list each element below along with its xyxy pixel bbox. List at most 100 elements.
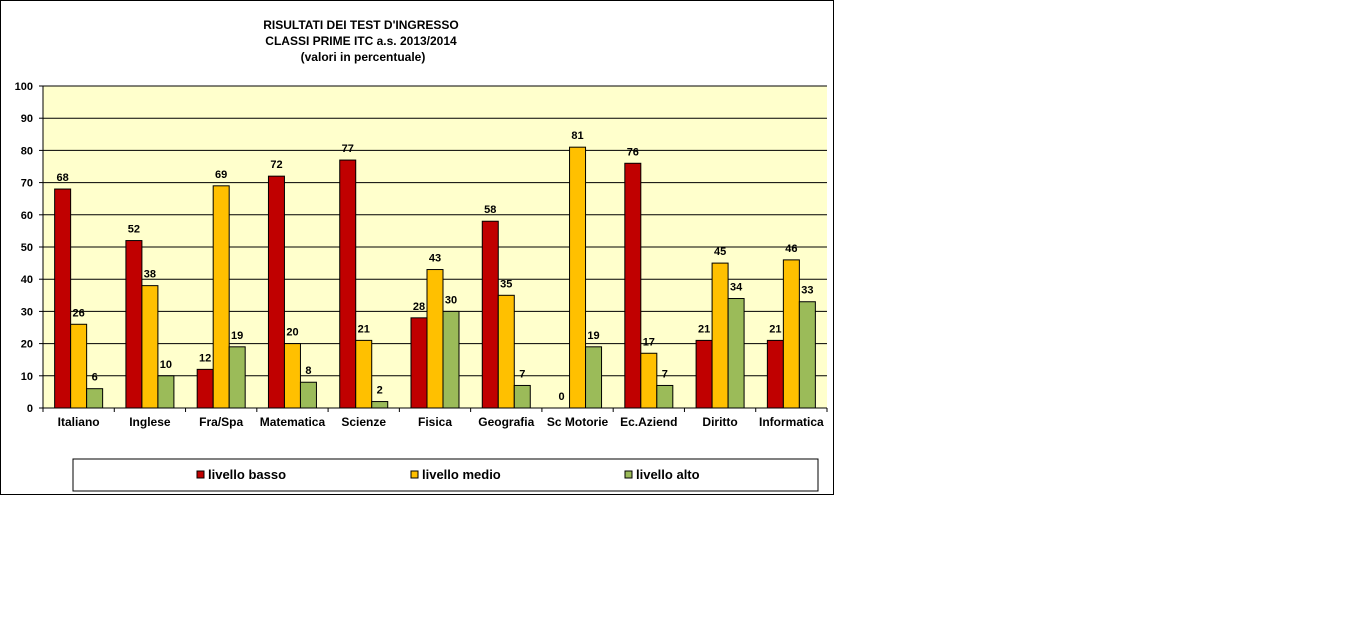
data-label: 76 xyxy=(627,146,639,158)
bar-medio xyxy=(426,269,444,409)
chart-frame: RISULTATI DEI TEST D'INGRESSO CLASSI PRI… xyxy=(0,0,834,495)
y-tick-label: 80 xyxy=(21,145,33,157)
data-label: 46 xyxy=(785,243,797,255)
data-label: 19 xyxy=(231,330,243,342)
bars xyxy=(54,146,816,409)
chart-title-line-2: CLASSI PRIME ITC a.s. 2013/2014 xyxy=(265,34,457,48)
bar-medio xyxy=(640,352,658,409)
data-label: 17 xyxy=(643,336,655,348)
x-axis-categories: Italiano Inglese Fra/Spa Matematica Scienze F… xyxy=(58,415,824,429)
chart-title-line-3: (valori in percentuale) xyxy=(301,50,426,64)
data-label: 81 xyxy=(571,130,583,142)
data-label: 35 xyxy=(500,278,512,290)
data-labels: 68 26 6 52 38 10 12 69 19 72 20 8 77 21 2 28 43 30 58 35 7 0 8… xyxy=(57,130,814,403)
data-label: 33 xyxy=(801,285,813,297)
data-label: 0 xyxy=(558,391,564,403)
bar-alto xyxy=(585,346,603,409)
bar-medio xyxy=(711,262,729,409)
bar-basso xyxy=(481,220,499,409)
legend-label: livello alto xyxy=(636,467,700,482)
x-category-label: Scienze xyxy=(341,415,386,429)
data-label: 38 xyxy=(144,269,156,281)
data-label: 12 xyxy=(199,352,211,364)
y-tick-label: 90 xyxy=(21,113,33,125)
y-tick-label: 0 xyxy=(27,403,33,415)
bar-alto xyxy=(371,401,389,409)
bar-alto xyxy=(798,301,816,409)
data-label: 26 xyxy=(73,307,85,319)
data-label: 7 xyxy=(662,368,668,380)
y-tick-label: 60 xyxy=(21,210,33,222)
bar-basso xyxy=(695,339,713,409)
x-category-label: Sc Motorie xyxy=(547,415,609,429)
y-tick-label: 20 xyxy=(21,339,33,351)
data-label: 21 xyxy=(698,323,710,335)
axes xyxy=(42,86,828,412)
bar-medio xyxy=(283,343,301,409)
legend-swatch xyxy=(410,470,419,479)
data-label: 2 xyxy=(377,385,383,397)
x-category-label: Ec.Aziend xyxy=(620,415,677,429)
chart-title-line-1: RISULTATI DEI TEST D'INGRESSO xyxy=(263,18,459,32)
data-label: 34 xyxy=(730,282,743,294)
legend-label: livello basso xyxy=(208,467,286,482)
data-label: 21 xyxy=(769,323,781,335)
bar-medio xyxy=(212,185,230,409)
data-label: 58 xyxy=(484,204,496,216)
x-category-label: Geografia xyxy=(478,415,534,429)
bar-basso xyxy=(410,317,428,409)
x-category-label: Informatica xyxy=(759,415,824,429)
data-label: 68 xyxy=(57,172,69,184)
y-tick-label: 70 xyxy=(21,178,33,190)
y-tick-label: 30 xyxy=(21,306,33,318)
y-tick-label: 10 xyxy=(21,371,33,383)
bar-alto xyxy=(228,346,246,409)
data-label: 43 xyxy=(429,253,441,265)
bar-medio xyxy=(70,323,88,409)
x-category-label: Fisica xyxy=(418,415,452,429)
data-label: 77 xyxy=(342,143,354,155)
data-label: 30 xyxy=(445,294,457,306)
data-label: 69 xyxy=(215,169,227,181)
x-category-label: Fra/Spa xyxy=(199,415,243,429)
bar-basso xyxy=(196,368,214,409)
legend: livello basso livello medio livello alto xyxy=(72,458,819,492)
data-label: 8 xyxy=(305,365,311,377)
data-label: 20 xyxy=(286,327,298,339)
data-label: 21 xyxy=(358,323,370,335)
bar-alto xyxy=(442,310,460,409)
bar-alto xyxy=(727,298,745,409)
x-category-label: Inglese xyxy=(129,415,171,429)
y-axis-ticks: 0 10 20 30 40 50 60 70 80 90 100 xyxy=(15,81,43,415)
bar-basso xyxy=(624,162,642,409)
bar-basso xyxy=(766,339,784,409)
bar-basso xyxy=(267,175,285,409)
bar-alto xyxy=(299,381,317,409)
bar-medio xyxy=(141,285,159,409)
bar-basso xyxy=(339,159,357,409)
bar-medio xyxy=(355,339,373,409)
x-category-label: Matematica xyxy=(260,415,326,429)
data-label: 52 xyxy=(128,224,140,236)
bar-alto xyxy=(656,384,674,409)
y-tick-label: 40 xyxy=(21,274,33,286)
data-label: 10 xyxy=(160,359,172,371)
data-label: 45 xyxy=(714,246,726,258)
chart-title: RISULTATI DEI TEST D'INGRESSO CLASSI PRI… xyxy=(263,18,459,64)
legend-swatch xyxy=(624,470,633,479)
legend-label: livello medio xyxy=(422,467,501,482)
bar-alto xyxy=(513,384,531,409)
bar-basso xyxy=(54,188,72,409)
y-tick-label: 50 xyxy=(21,242,33,254)
y-tick-label: 100 xyxy=(15,81,33,93)
chart-svg: RISULTATI DEI TEST D'INGRESSO CLASSI PRI… xyxy=(15,18,828,492)
bar-alto xyxy=(86,388,104,409)
bar-medio xyxy=(497,294,515,409)
bar-medio xyxy=(569,146,587,409)
data-label: 72 xyxy=(270,159,282,171)
x-category-label: Italiano xyxy=(58,415,100,429)
bar-alto xyxy=(157,375,175,409)
data-label: 7 xyxy=(519,368,525,380)
data-label: 6 xyxy=(92,372,98,384)
data-label: 28 xyxy=(413,301,425,313)
